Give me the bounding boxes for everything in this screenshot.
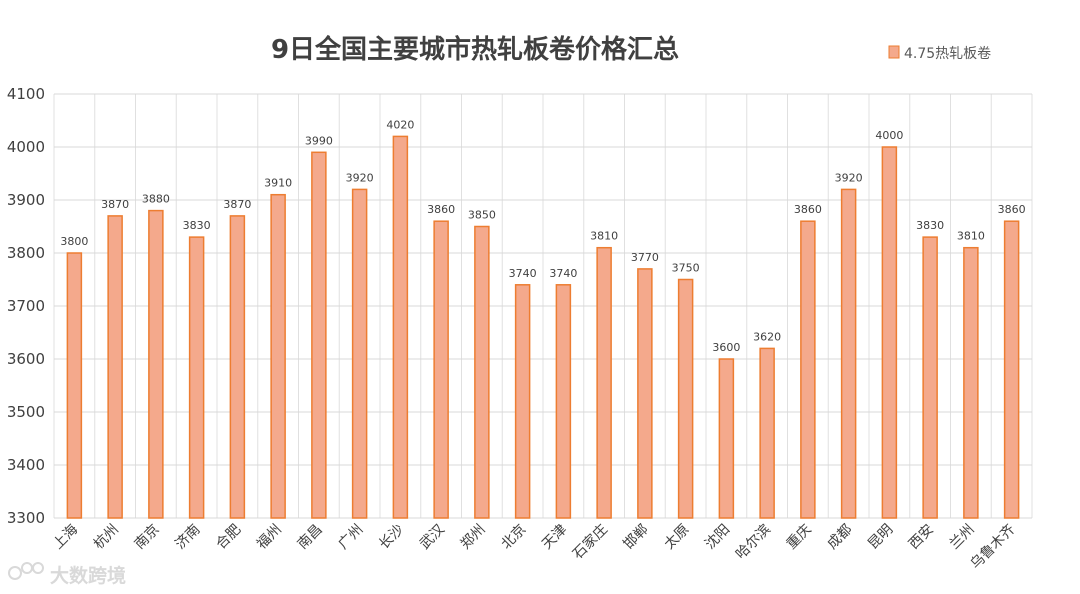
y-axis-ticks: 3300 3400 3500 3600 3700 3800 3900 4000 4100: [7, 85, 45, 527]
data-labels: 3800 3870 3880 3830 3870 3910 3990 3920 4020 3860…: [60, 118, 1025, 354]
data-label: 3600: [712, 341, 740, 354]
watermark-logo-icon: [8, 562, 44, 580]
data-label: 3740: [549, 267, 577, 280]
bar-天津: [555, 284, 572, 519]
data-label: 3810: [957, 230, 985, 243]
bar-沈阳: [718, 358, 735, 519]
y-tick-label: 3800: [7, 244, 45, 262]
bar-兰州: [963, 246, 979, 519]
x-tick-label: 北京: [498, 522, 529, 553]
bar-武汉: [433, 220, 449, 519]
legend-swatch: [888, 45, 900, 59]
data-label: 3800: [60, 235, 88, 248]
bar-乌鲁木齐: [1003, 220, 1020, 519]
data-label: 3870: [223, 198, 251, 211]
x-tick-label: 武汉: [417, 522, 448, 553]
x-tick-label: 沈阳: [702, 522, 733, 553]
data-label: 3770: [631, 251, 659, 264]
bar-太原: [677, 278, 694, 519]
data-label: 3990: [305, 134, 333, 147]
bar-南昌: [311, 151, 327, 519]
bar-成都: [840, 188, 857, 519]
x-tick-label: 哈尔滨: [733, 522, 774, 563]
x-tick-label: 石家庄: [569, 521, 611, 563]
x-tick-label: 广州: [335, 522, 366, 553]
watermark-text: 大数跨境: [50, 564, 126, 587]
y-tick-label: 3300: [7, 509, 45, 527]
bar-重庆: [800, 220, 816, 519]
x-tick-label: 南昌: [295, 522, 326, 553]
data-label: 3740: [509, 267, 537, 280]
x-tick-label: 天津: [539, 522, 570, 553]
bar-哈尔滨: [759, 347, 775, 519]
x-axis-ticks: 上海 杭州 南京 济南 合肥 福州 南昌 广州 长沙 武汉 郑州 北京 天津 石家庄 邯郸 太原 沈阳 哈尔滨 重庆…: [50, 521, 1018, 573]
data-label: 3620: [753, 330, 781, 343]
data-label: 3850: [468, 209, 496, 222]
x-tick-label: 昆明: [865, 522, 896, 553]
chart-title: 9日全国主要城市热轧板卷价格汇总: [271, 34, 679, 65]
horizontal-gridlines: [54, 93, 1032, 519]
bar-石家庄: [596, 246, 612, 519]
x-tick-label: 济南: [172, 522, 203, 553]
legend-label: 4.75热轧板卷: [904, 46, 991, 62]
y-tick-label: 3900: [7, 191, 45, 209]
bar-西安: [922, 236, 938, 519]
x-tick-label: 上海: [50, 522, 81, 553]
data-label: 3910: [264, 177, 292, 190]
x-tick-label: 邯郸: [621, 522, 652, 553]
data-label: 3830: [916, 219, 944, 232]
x-tick-label: 西安: [906, 522, 937, 553]
x-tick-label: 郑州: [458, 522, 489, 553]
legend: 4.75热轧板卷: [888, 45, 991, 62]
bar-series: [66, 135, 1020, 519]
x-tick-label: 成都: [824, 522, 855, 553]
bar-上海: [66, 252, 83, 519]
bar-邯郸: [637, 268, 653, 519]
bar-杭州: [107, 215, 123, 519]
bar-济南: [188, 236, 205, 519]
x-tick-label: 兰州: [947, 522, 978, 553]
bar-昆明: [881, 146, 898, 519]
bar-合肥: [229, 215, 246, 519]
bar-长沙: [392, 135, 409, 519]
data-label: 4020: [386, 118, 414, 131]
data-label: 3750: [672, 262, 700, 275]
data-label: 3860: [427, 203, 455, 216]
bar-北京: [514, 284, 531, 519]
data-label: 3860: [998, 203, 1026, 216]
watermark: 大数跨境: [8, 562, 126, 587]
data-label: 3870: [101, 198, 129, 211]
data-label: 3860: [794, 203, 822, 216]
x-tick-label: 杭州: [91, 522, 122, 553]
y-tick-label: 3400: [7, 456, 45, 474]
bar-郑州: [474, 225, 490, 519]
y-tick-label: 4100: [7, 85, 45, 103]
x-tick-label: 南京: [132, 522, 163, 553]
y-tick-label: 3500: [7, 403, 45, 421]
x-tick-label: 长沙: [376, 522, 407, 553]
data-label: 4000: [875, 129, 903, 142]
x-tick-label: 太原: [661, 522, 692, 553]
data-label: 3830: [183, 219, 211, 232]
data-label: 3920: [835, 171, 863, 184]
x-tick-label: 重庆: [784, 522, 815, 553]
y-tick-label: 3600: [7, 350, 45, 368]
y-tick-label: 3700: [7, 297, 45, 315]
x-tick-label: 乌鲁木齐: [968, 522, 1019, 573]
bar-广州: [351, 188, 368, 519]
y-tick-label: 4000: [7, 138, 45, 156]
x-tick-label: 福州: [254, 522, 285, 553]
x-tick-label: 合肥: [213, 522, 244, 553]
data-label: 3920: [346, 171, 374, 184]
data-label: 3880: [142, 193, 170, 206]
bar-南京: [148, 209, 164, 519]
data-label: 3810: [590, 230, 618, 243]
bar-福州: [270, 193, 286, 519]
